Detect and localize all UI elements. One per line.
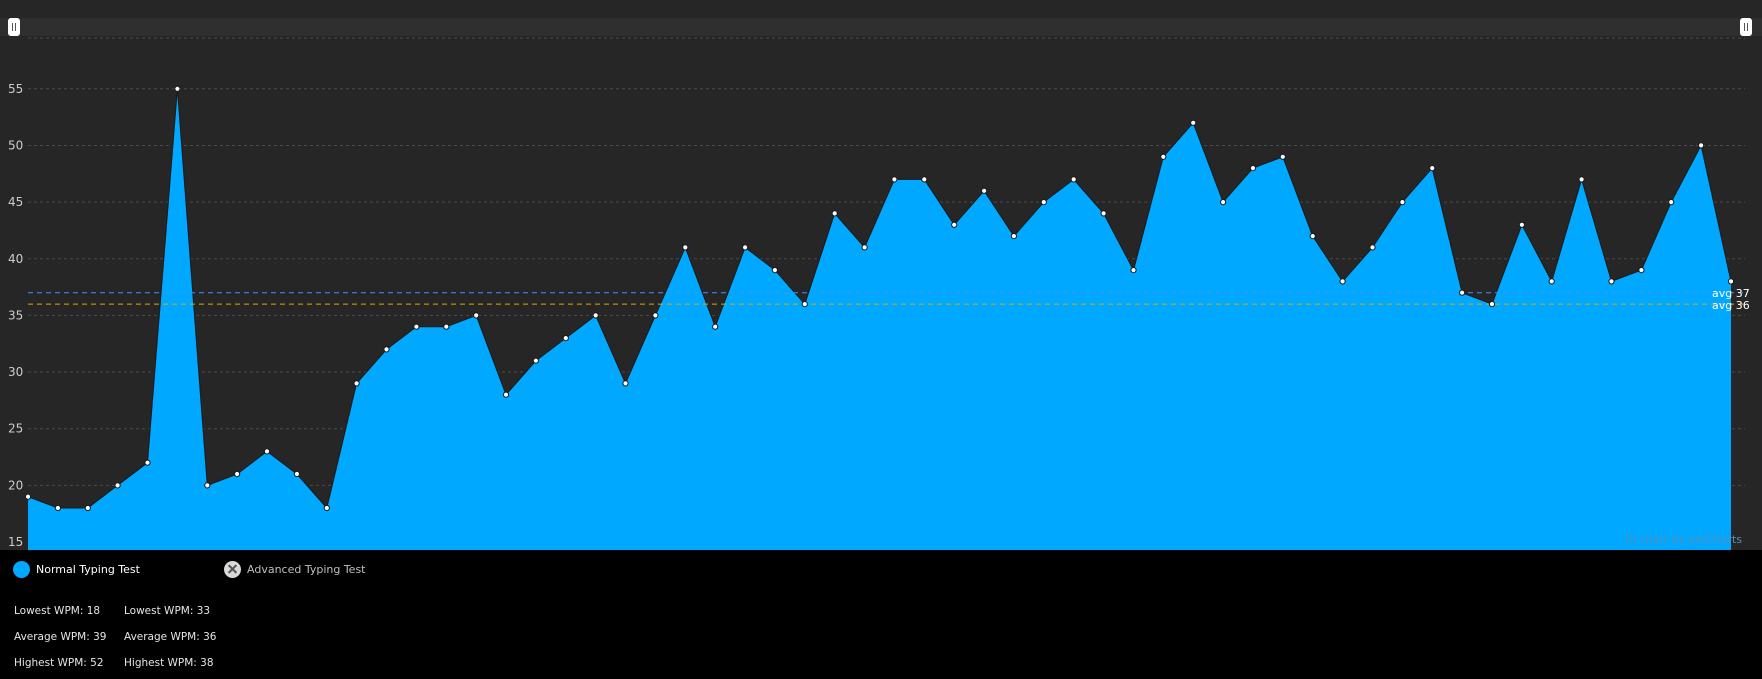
data-point[interactable]	[562, 335, 569, 342]
series-line-normal	[27, 88, 1732, 510]
data-point[interactable]	[592, 312, 599, 319]
y-tick-label: 50	[8, 138, 23, 152]
stats-normal: Lowest WPM: 18 Average WPM: 39 Highest W…	[14, 598, 106, 676]
data-point[interactable]	[443, 323, 450, 330]
data-point[interactable]	[861, 244, 868, 251]
data-point[interactable]	[712, 323, 719, 330]
legend-label-advanced: Advanced Typing Test	[247, 562, 366, 576]
data-point[interactable]	[1488, 301, 1496, 308]
stat-advanced-average: Average WPM: 36	[124, 631, 217, 643]
y-tick-label: 55	[8, 82, 23, 96]
data-point[interactable]	[1279, 153, 1286, 160]
stat-normal-highest: Highest WPM: 52	[14, 657, 104, 669]
data-point[interactable]	[1548, 278, 1555, 285]
data-point[interactable]	[1309, 233, 1316, 240]
avg-guide-label-0: avg 37	[1712, 287, 1750, 300]
stat-normal-lowest: Lowest WPM: 18	[14, 605, 101, 617]
data-point[interactable]	[742, 244, 749, 251]
y-tick-label: 20	[8, 478, 23, 492]
data-point[interactable]	[263, 448, 271, 455]
scrollbar-handle-right[interactable]	[1740, 18, 1752, 36]
data-point[interactable]	[413, 323, 420, 330]
data-point[interactable]	[323, 504, 330, 512]
data-point[interactable]	[1518, 221, 1526, 228]
data-point[interactable]	[114, 482, 121, 489]
data-point[interactable]	[1459, 289, 1466, 296]
data-point[interactable]	[1429, 165, 1436, 172]
data-point[interactable]	[1220, 199, 1227, 206]
data-point[interactable]	[1608, 278, 1615, 285]
data-point[interactable]	[1010, 233, 1018, 240]
data-point[interactable]	[622, 380, 629, 387]
data-point[interactable]	[1160, 153, 1167, 160]
data-point[interactable]	[1399, 199, 1406, 206]
data-point[interactable]	[532, 357, 540, 364]
avg-guide-label-1: avg 36	[1712, 299, 1750, 312]
data-point[interactable]	[921, 176, 928, 183]
stat-normal-average: Average WPM: 39	[14, 631, 107, 643]
data-point[interactable]	[234, 470, 241, 478]
data-point[interactable]	[502, 391, 510, 398]
data-point[interactable]	[204, 482, 211, 489]
data-point[interactable]	[831, 210, 838, 217]
data-point[interactable]	[353, 380, 360, 387]
data-point[interactable]	[1070, 176, 1077, 183]
legend-label-normal: Normal Typing Test	[36, 562, 140, 576]
y-tick-label: 35	[8, 308, 23, 322]
data-point[interactable]	[652, 312, 659, 319]
data-point[interactable]	[682, 244, 689, 251]
data-point[interactable]	[174, 85, 181, 92]
legend-marker-normal[interactable]	[13, 560, 30, 578]
data-point[interactable]	[1668, 199, 1675, 206]
data-point[interactable]	[1727, 278, 1735, 285]
data-point[interactable]	[891, 176, 898, 183]
y-tick-label: 45	[8, 195, 23, 209]
data-point[interactable]	[1040, 199, 1047, 206]
data-point[interactable]	[1638, 267, 1645, 274]
data-point[interactable]	[1190, 119, 1197, 126]
legend-item-normal[interactable]: Normal Typing Test	[13, 560, 140, 578]
y-tick-label: 30	[8, 365, 23, 379]
scrollbar-handle-left[interactable]	[8, 18, 20, 36]
stats-advanced: Lowest WPM: 33 Average WPM: 36 Highest W…	[124, 598, 216, 676]
y-tick-label: 15	[8, 535, 23, 549]
data-point[interactable]	[1698, 142, 1705, 149]
data-point[interactable]	[1578, 176, 1585, 183]
data-point[interactable]	[951, 221, 958, 228]
scrollbar-track[interactable]	[0, 18, 1762, 36]
data-point[interactable]	[1369, 244, 1376, 251]
legend-item-advanced[interactable]: Advanced Typing Test	[224, 560, 366, 578]
close-icon[interactable]	[224, 560, 241, 578]
data-point[interactable]	[24, 493, 32, 500]
data-point[interactable]	[293, 470, 300, 478]
data-point[interactable]	[801, 301, 808, 308]
data-point[interactable]	[1249, 165, 1257, 172]
data-point[interactable]	[473, 312, 480, 319]
y-tick-label: 40	[8, 252, 23, 266]
data-point[interactable]	[383, 346, 390, 353]
stat-advanced-highest: Highest WPM: 38	[124, 657, 214, 669]
data-point[interactable]	[1100, 210, 1107, 217]
stat-advanced-lowest: Lowest WPM: 33	[124, 605, 211, 617]
y-tick-label: 25	[8, 422, 23, 436]
series-area-normal	[28, 88, 1731, 550]
chart-credit-link[interactable]: JS chart by amCharts	[1625, 533, 1742, 546]
data-point[interactable]	[981, 187, 988, 194]
data-point[interactable]	[1339, 278, 1346, 285]
data-point[interactable]	[1130, 267, 1137, 274]
data-point[interactable]	[771, 267, 779, 274]
chart-area: 15 20 25 30 35 40 45 50 55 avg 37 avg 36 JS chart …	[0, 0, 1762, 550]
data-point[interactable]	[54, 504, 62, 512]
data-point[interactable]	[84, 504, 91, 512]
data-point[interactable]	[144, 459, 151, 466]
